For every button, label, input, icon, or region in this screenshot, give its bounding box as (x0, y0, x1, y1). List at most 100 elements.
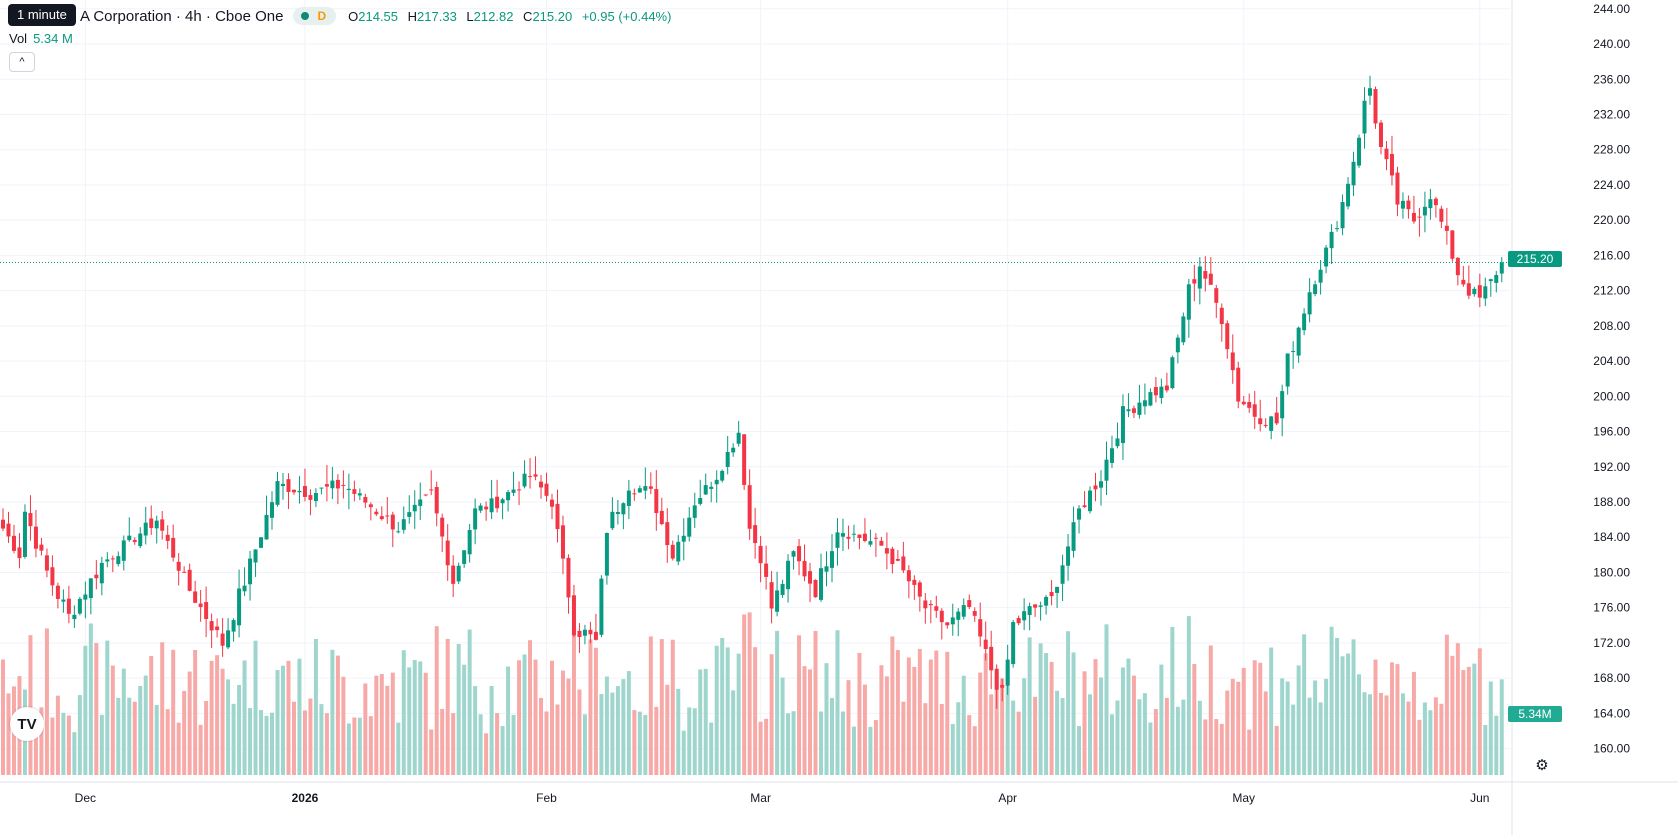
collapse-legend-button[interactable]: ^ (9, 52, 35, 72)
candle-body (901, 556, 906, 571)
volume-bar (478, 714, 483, 775)
volume-bar (692, 708, 697, 775)
candle-body (1428, 199, 1433, 209)
candle-body (1225, 323, 1230, 350)
volume-bar (972, 726, 977, 775)
candle-body (632, 493, 637, 495)
candle-body (923, 600, 928, 609)
volume-bar (588, 639, 593, 775)
candle-body (308, 495, 313, 500)
volume-bar (484, 733, 489, 775)
volume-bar (819, 711, 824, 775)
volume-bar (786, 713, 791, 775)
volume-bar (1406, 701, 1411, 775)
volume-bar (923, 703, 928, 775)
candle-body (1044, 596, 1049, 606)
symbol-title[interactable]: A Corporation · 4h · Cboe One (80, 7, 284, 25)
candle-body (423, 494, 428, 496)
volume-bar (396, 722, 401, 775)
candle-body (835, 532, 840, 548)
candle-body (374, 511, 379, 515)
candle-body (895, 558, 900, 561)
gear-icon[interactable]: ⚙ (1535, 757, 1549, 774)
x-tick-label: Feb (536, 791, 557, 805)
candle-body (467, 529, 472, 555)
volume-legend[interactable]: Vol 5.34 M (9, 31, 73, 46)
candle-body (198, 603, 203, 607)
candle-body (121, 540, 126, 561)
volume-bar (407, 667, 412, 775)
volume-bar (539, 697, 544, 775)
candle-body (1422, 206, 1427, 216)
candle-body (324, 484, 329, 487)
volume-bar (808, 669, 813, 775)
candle-body (407, 512, 412, 517)
volume-bar (1055, 690, 1060, 775)
candle-body (1214, 288, 1219, 303)
volume-bar (462, 664, 467, 775)
candle-body (1247, 401, 1252, 408)
candle-body (1384, 148, 1389, 160)
interval-tooltip: 1 minute (8, 4, 76, 26)
volume-bar (1346, 653, 1351, 775)
candle-body (495, 496, 500, 509)
candle-body (319, 487, 324, 489)
candle-body (1066, 546, 1071, 566)
volume-bar (1044, 653, 1049, 775)
volume-bar (802, 666, 807, 775)
candle-body (703, 485, 708, 495)
candle-body (917, 582, 922, 597)
candle-body (884, 548, 889, 554)
volume-bar (670, 639, 675, 775)
volume-bar (950, 723, 955, 775)
volume-bar (1291, 704, 1296, 775)
candle-body (44, 555, 49, 571)
volume-bar (665, 684, 670, 775)
candle-body (862, 533, 867, 541)
candle-body (1241, 401, 1246, 405)
candle-body (1280, 391, 1285, 419)
candle-body (681, 535, 686, 542)
volume-bar (231, 703, 236, 775)
market-status[interactable]: D (293, 7, 337, 25)
candle-body (1137, 402, 1142, 415)
y-tick-label: 176.00 (1593, 601, 1630, 615)
candle-body (1368, 88, 1373, 96)
volume-bar (1214, 719, 1219, 775)
candle-body (418, 499, 423, 506)
candle-body (648, 486, 653, 489)
volume-bar (895, 650, 900, 775)
volume-bar (846, 680, 851, 775)
volume-bar (440, 708, 445, 775)
volume-bar (110, 665, 115, 775)
candle-body (802, 560, 807, 577)
volume-bar (1049, 661, 1054, 775)
x-tick-label: Apr (998, 791, 1017, 805)
tradingview-logo[interactable]: TV (10, 707, 44, 741)
volume-bar (1093, 659, 1098, 775)
volume-bar (1395, 664, 1400, 775)
candle-body (819, 568, 824, 600)
volume-bar (731, 690, 736, 775)
volume-bar (912, 666, 917, 775)
candle-body (154, 520, 159, 529)
volume-bar (1329, 626, 1334, 775)
volume-bar (253, 640, 258, 775)
candle-body (522, 473, 527, 487)
candle-body (906, 570, 911, 582)
x-tick-label: 2026 (292, 791, 319, 805)
y-tick-label: 216.00 (1593, 248, 1630, 262)
volume-bar (851, 726, 856, 775)
candle-body (357, 493, 362, 496)
volume-bar (868, 726, 873, 775)
candle-body (983, 639, 988, 650)
candle-body (1477, 285, 1482, 298)
candle-body (1109, 448, 1114, 463)
volume-bar (742, 614, 747, 775)
volume-bar (654, 706, 659, 775)
close-value: 215.20 (532, 8, 573, 24)
y-tick-label: 196.00 (1593, 425, 1630, 439)
volume-bar (1033, 696, 1038, 775)
candle-body (1291, 350, 1296, 352)
